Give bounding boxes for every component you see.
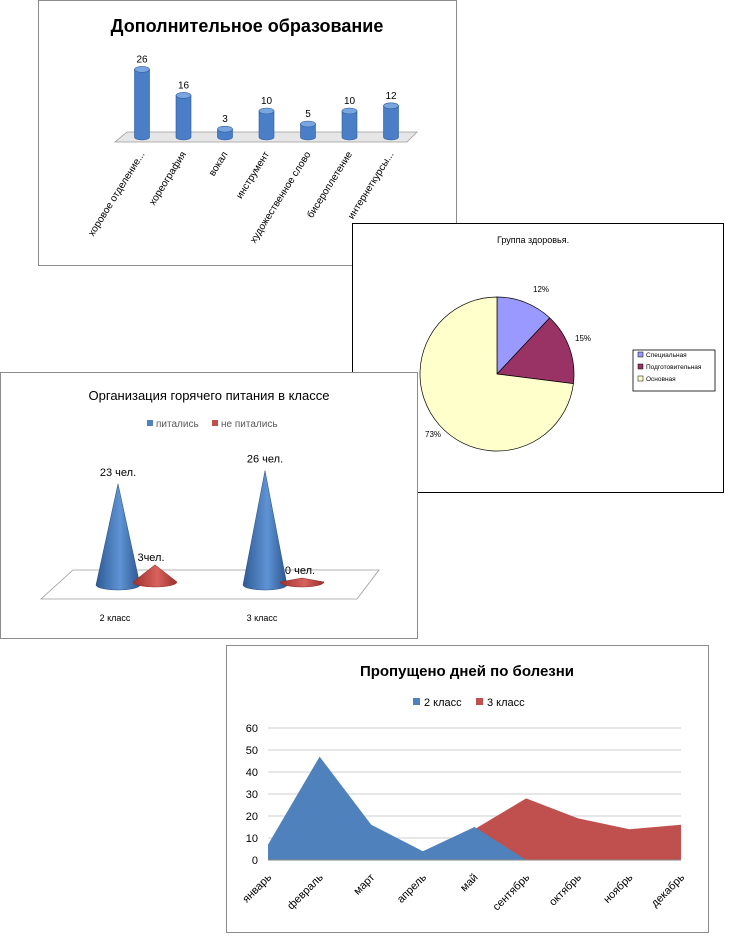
hot-meals-chart: Организация горячего питания в классе пи… (0, 372, 418, 639)
category-label: инструмент (234, 149, 272, 201)
category-label: интернеткурсы... (346, 150, 396, 222)
extra-education-chart: Дополнительное образование 26 хоровое отд… (38, 0, 457, 266)
data-label: 12 (385, 91, 397, 102)
data-label: 12% (533, 285, 549, 294)
legend-swatch (637, 375, 644, 382)
chart-title: Группа здоровья. (497, 235, 569, 245)
data-label: 0 чел. (285, 565, 315, 577)
bar (341, 107, 358, 141)
y-tick-label: 0 (252, 855, 258, 867)
sick-days-plot: Пропущено дней по болезни 2 класс 3 класс… (240, 663, 687, 913)
legend-swatch (212, 420, 218, 426)
cone (132, 564, 178, 588)
health-group-plot: Группа здоровья. 12% 15% 73% Специальная По… (419, 235, 716, 452)
legend-swatch (637, 351, 644, 358)
x-tick-label: ноябрь (601, 871, 635, 905)
data-label: 26 (136, 54, 148, 65)
category-label: вокал (207, 150, 231, 179)
legend-box (632, 349, 716, 392)
bar (383, 102, 399, 141)
data-label: 5 (305, 109, 311, 120)
extra-education-plot: Дополнительное образование 26 хоровое отд… (86, 16, 418, 245)
y-tick-label: 40 (246, 767, 258, 779)
y-tick-label: 60 (246, 723, 258, 735)
area-series (268, 756, 527, 860)
chart-title: Дополнительное образование (111, 16, 384, 36)
x-tick-label: декабрь (649, 871, 687, 909)
data-label: 10 (261, 96, 273, 107)
x-tick-label: апрель (395, 871, 429, 905)
x-tick-label: сентябрь (491, 871, 533, 913)
data-label: 16 (178, 80, 190, 91)
data-label: 3 (222, 114, 228, 125)
y-tick-label: 20 (246, 811, 258, 823)
bar (217, 125, 233, 141)
bar (300, 120, 316, 141)
pie-slice (419, 296, 574, 452)
legend-label: Подготовительная (646, 364, 702, 371)
legend-label: не питались (221, 419, 278, 430)
legend-swatch (147, 420, 153, 426)
category-label: хореография (146, 149, 189, 207)
chart-title: Организация горячего питания в классе (89, 388, 330, 403)
x-tick-label: январь (240, 871, 274, 905)
data-label: 23 чел. (100, 467, 136, 479)
legend-label: 2 класс (424, 697, 462, 709)
bar (258, 107, 275, 141)
x-tick-label: февраль (285, 871, 326, 912)
x-tick-label: май (458, 872, 481, 895)
category-label: хоровое отделение... (86, 150, 147, 239)
legend-label: Специальная (646, 352, 687, 359)
chart-title: Пропущено дней по болезни (360, 663, 574, 680)
legend-swatch (413, 698, 420, 705)
y-tick-label: 30 (246, 789, 258, 801)
data-label: 73% (425, 430, 441, 439)
legend-label: Основная (646, 376, 676, 383)
category-label: бисероплетение (304, 149, 355, 220)
hot-meals-plot: Организация горячего питания в классе пи… (39, 388, 380, 623)
sick-days-chart: Пропущено дней по болезни 2 класс 3 класс… (226, 645, 709, 933)
cone (279, 577, 325, 588)
category-label: 3 класс (247, 613, 278, 623)
pie-slice (496, 317, 575, 385)
legend-label: 3 класс (487, 697, 525, 709)
data-label: 3чел. (137, 552, 164, 564)
cone (242, 470, 288, 591)
y-tick-label: 10 (246, 833, 258, 845)
bar (175, 92, 192, 141)
legend-label: питались (156, 419, 199, 430)
category-label: 2 класс (100, 613, 131, 623)
legend-swatch (637, 363, 644, 370)
data-label: 26 чел. (247, 454, 283, 466)
data-label: 15% (575, 334, 591, 343)
x-tick-label: март (351, 872, 377, 898)
area-series (474, 798, 681, 860)
data-label: 10 (344, 96, 356, 107)
cone (95, 483, 141, 591)
legend-swatch (476, 698, 483, 705)
y-tick-label: 50 (246, 745, 258, 757)
bar (134, 66, 150, 141)
chart-floor (39, 569, 380, 600)
x-tick-label: октябрь (547, 871, 584, 908)
